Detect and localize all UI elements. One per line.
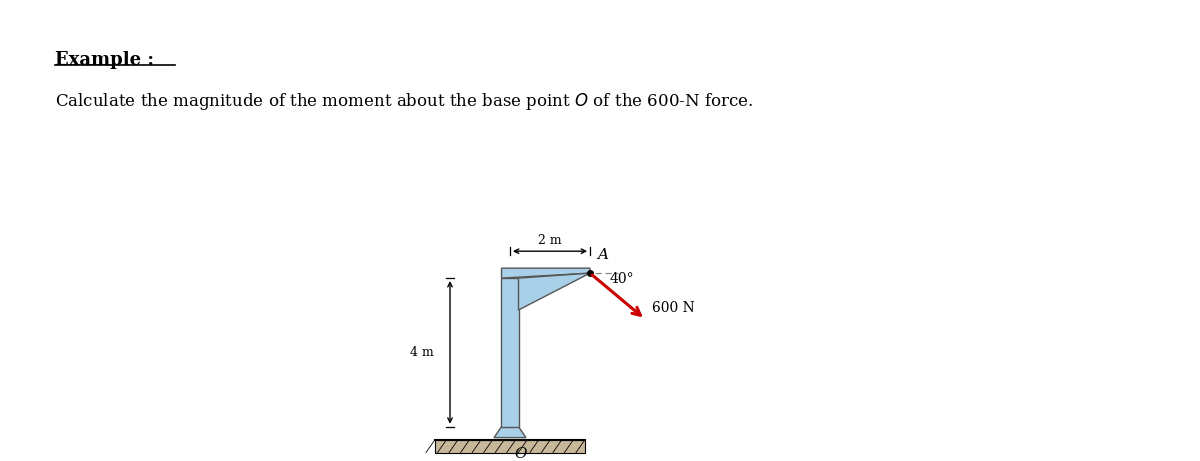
Text: A: A xyxy=(598,248,608,262)
Polygon shape xyxy=(518,273,590,310)
Text: Example :: Example : xyxy=(55,51,154,69)
Text: O: O xyxy=(514,447,527,461)
Polygon shape xyxy=(502,268,590,278)
Polygon shape xyxy=(502,278,518,426)
Polygon shape xyxy=(494,426,526,437)
Text: 600 N: 600 N xyxy=(652,301,695,315)
Polygon shape xyxy=(434,440,586,453)
Text: 4 m: 4 m xyxy=(410,346,434,359)
Text: 40°: 40° xyxy=(610,272,635,286)
Text: 2 m: 2 m xyxy=(538,234,562,247)
Text: Calculate the magnitude of the moment about the base point $O$ of the 600-N forc: Calculate the magnitude of the moment ab… xyxy=(55,91,754,112)
